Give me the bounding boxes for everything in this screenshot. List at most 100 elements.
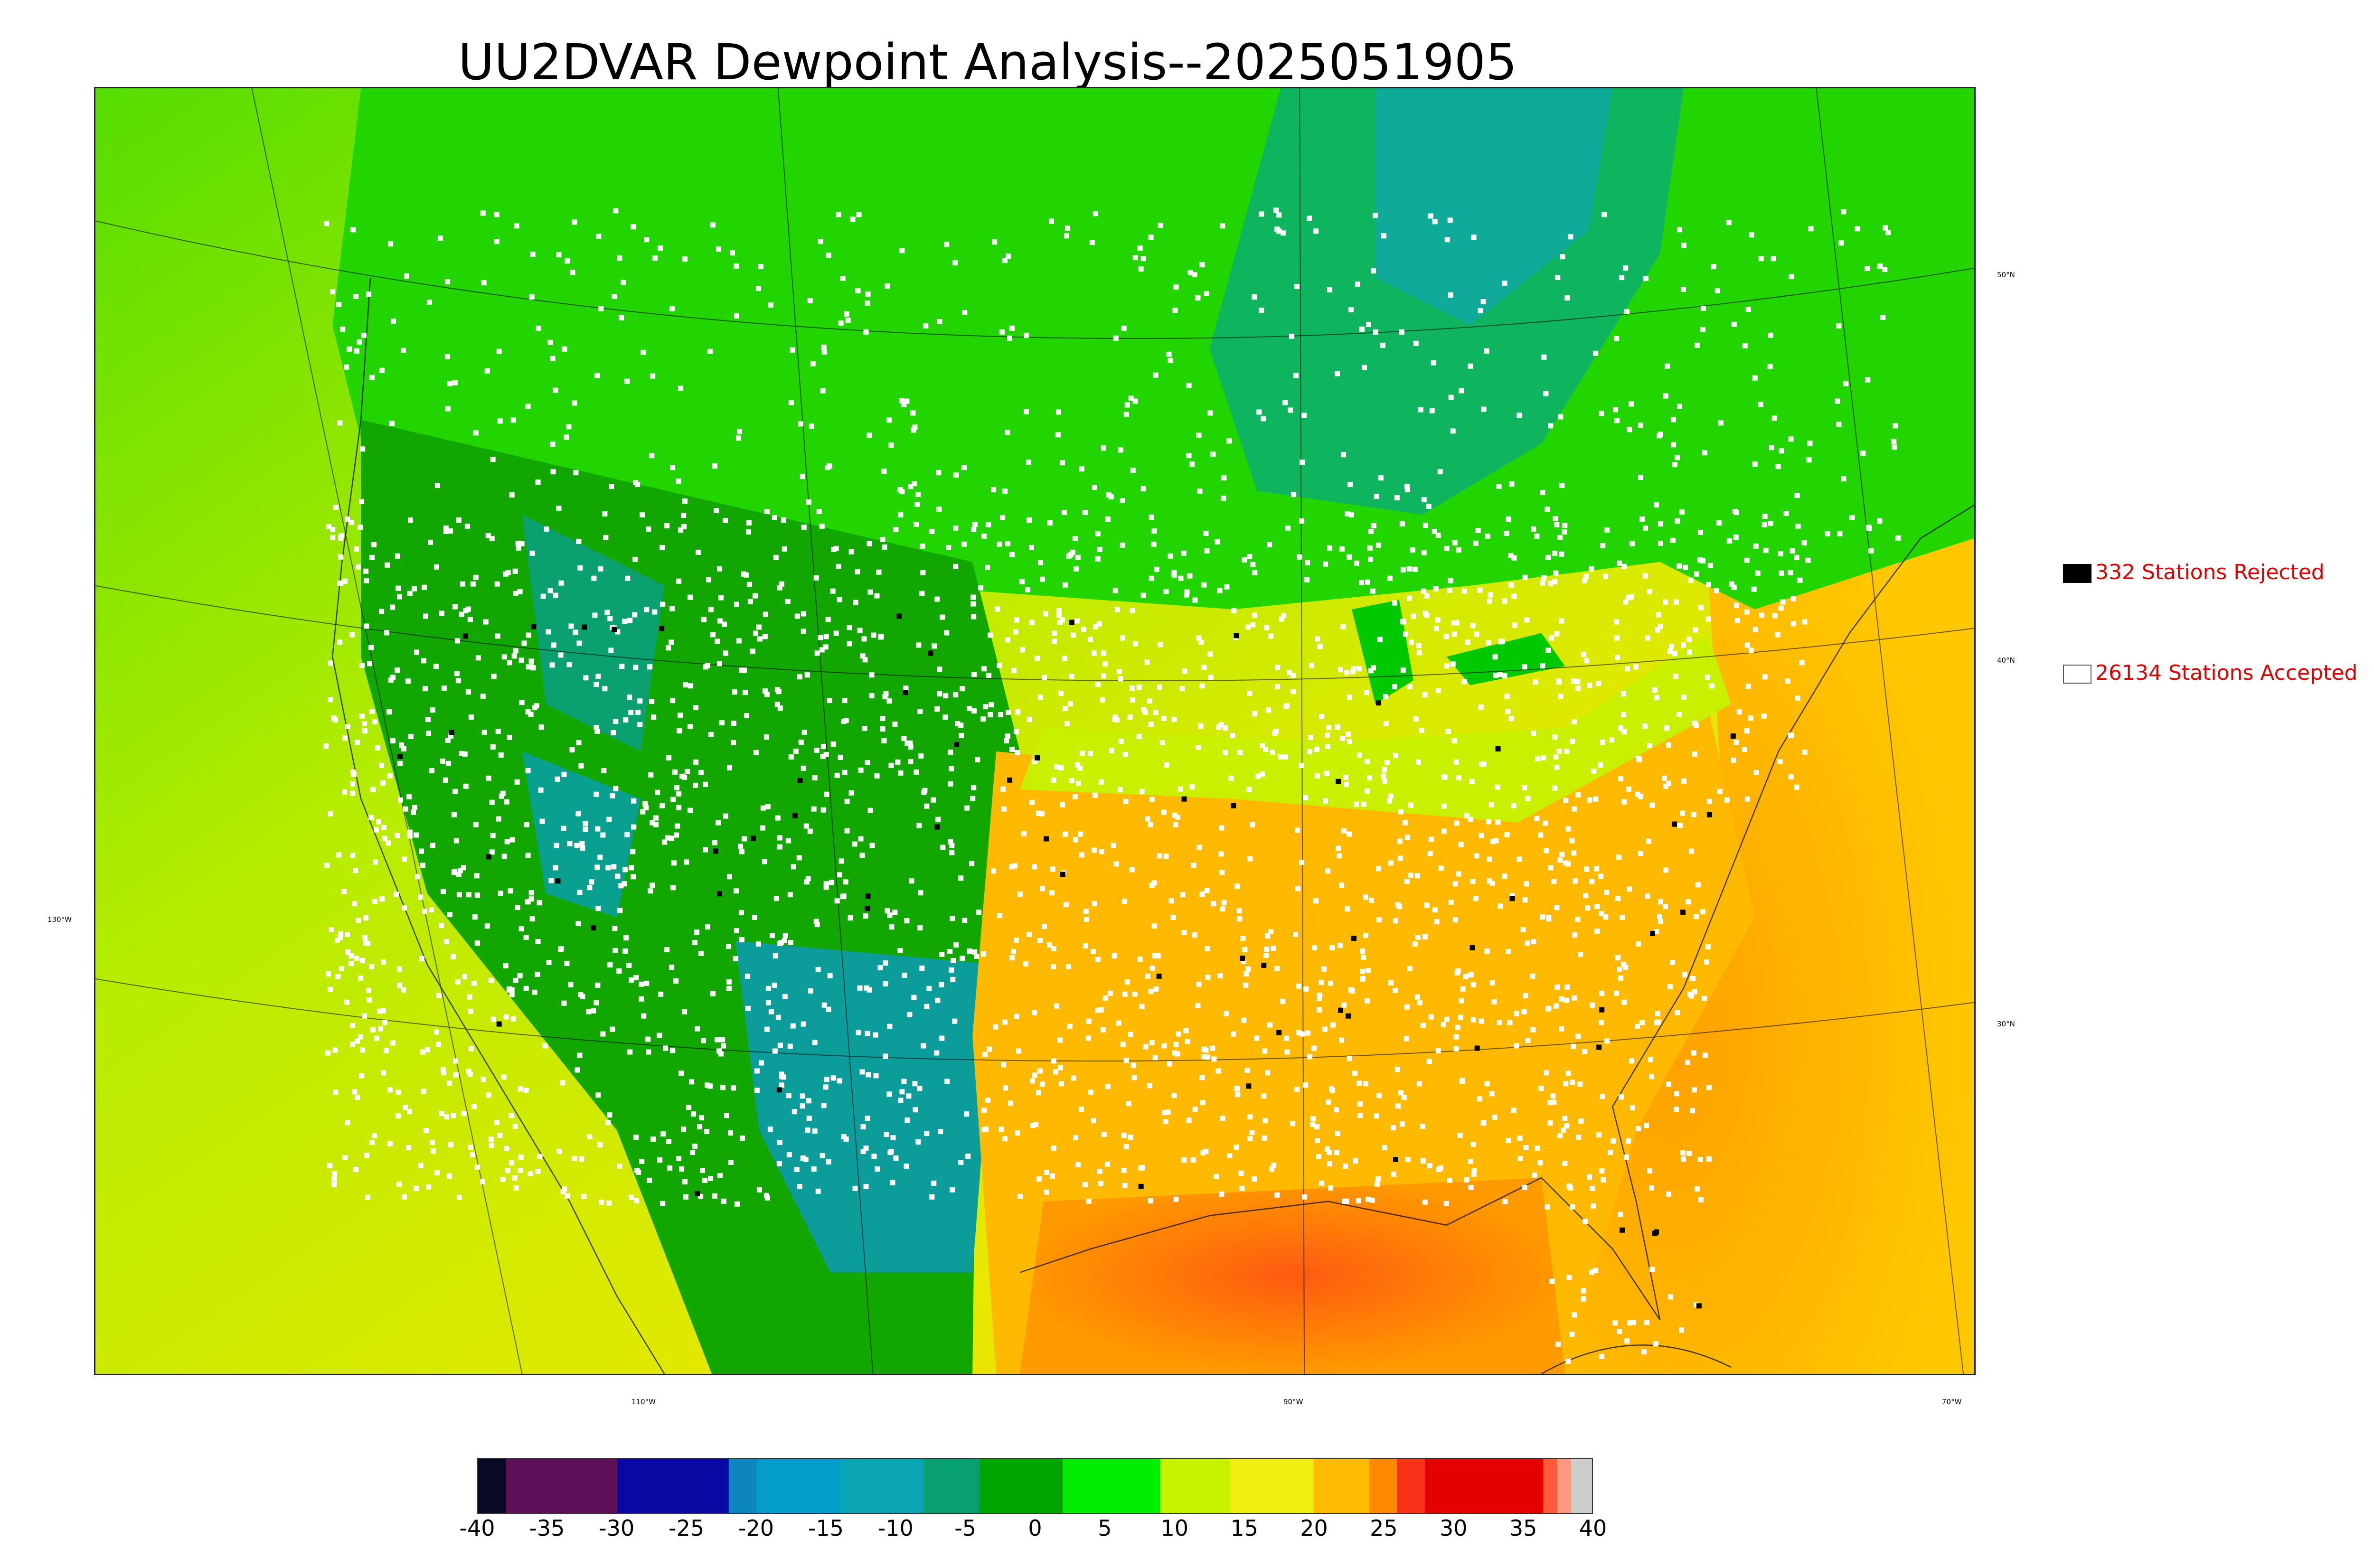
- station-marker: [1095, 556, 1101, 562]
- station-marker: [1621, 729, 1627, 734]
- station-marker: [1391, 1171, 1396, 1177]
- station-marker: [330, 526, 336, 532]
- colorbar-tick-label: 15: [1230, 1515, 1258, 1541]
- station-marker: [417, 894, 423, 900]
- station-marker: [898, 512, 904, 517]
- station-marker: [1153, 986, 1159, 992]
- station-marker: [359, 499, 365, 505]
- station-marker: [1382, 1145, 1387, 1151]
- station-marker: [1217, 973, 1223, 978]
- station-marker: [863, 913, 868, 919]
- station-marker: [1009, 552, 1015, 557]
- station-marker: [1460, 986, 1466, 992]
- station-marker: [600, 1031, 606, 1037]
- station-marker: [714, 508, 719, 514]
- station-marker: [1195, 295, 1201, 301]
- station-marker: [1032, 1010, 1037, 1015]
- station-marker: [1509, 893, 1515, 899]
- colorbar-tick-label: -30: [599, 1515, 635, 1541]
- station-marker: [1120, 542, 1125, 548]
- station-marker: [1637, 757, 1642, 762]
- station-marker: [1609, 737, 1615, 742]
- station-marker: [1348, 307, 1354, 312]
- station-marker-rejected: [954, 742, 960, 747]
- station-marker: [622, 948, 628, 954]
- station-marker: [764, 1195, 770, 1201]
- station-marker: [678, 1070, 684, 1076]
- station-marker: [842, 698, 848, 704]
- station-marker: [443, 528, 449, 534]
- station-marker: [1304, 577, 1310, 582]
- station-marker: [1388, 980, 1394, 986]
- station-marker: [683, 682, 688, 688]
- station-marker: [466, 892, 471, 898]
- station-marker: [1139, 789, 1145, 794]
- station-marker: [964, 1111, 970, 1117]
- rejected-label: 332 Stations Rejected: [2095, 560, 2325, 584]
- station-marker: [1731, 321, 1737, 327]
- station-marker: [812, 775, 818, 780]
- station-marker: [332, 1047, 338, 1053]
- station-marker: [1381, 767, 1387, 772]
- station-marker: [1679, 509, 1685, 515]
- station-marker: [934, 596, 940, 602]
- atlantic-field: [1541, 515, 1974, 1374]
- station-marker: [331, 715, 337, 721]
- station-marker: [796, 855, 802, 861]
- station-marker: [355, 739, 360, 745]
- station-marker: [1663, 393, 1668, 399]
- station-marker: [701, 1038, 707, 1043]
- station-marker: [888, 762, 894, 768]
- station-marker: [1507, 1020, 1513, 1025]
- station-marker: [801, 629, 806, 634]
- station-marker: [629, 977, 634, 983]
- station-marker: [991, 487, 997, 493]
- station-marker: [666, 1139, 672, 1145]
- station-marker: [1295, 886, 1301, 892]
- station-marker: [1308, 734, 1314, 740]
- station-marker: [991, 868, 997, 874]
- station-marker: [1656, 612, 1661, 618]
- station-marker: [337, 639, 343, 645]
- station-marker: [1271, 1162, 1277, 1168]
- station-marker: [1175, 1051, 1180, 1057]
- station-marker: [391, 318, 396, 324]
- station-marker: [460, 581, 465, 587]
- station-marker: [1310, 1122, 1316, 1127]
- station-marker: [617, 255, 622, 261]
- station-marker: [1413, 716, 1419, 722]
- station-marker: [936, 507, 942, 512]
- station-marker: [1481, 761, 1487, 767]
- accepted-swatch: [2063, 665, 2091, 684]
- station-marker: [481, 730, 487, 735]
- station-marker: [1262, 1136, 1267, 1141]
- station-marker: [468, 1008, 473, 1014]
- station-marker: [1260, 742, 1265, 748]
- station-marker: [772, 982, 777, 988]
- station-marker: [699, 1115, 705, 1121]
- station-marker: [1091, 650, 1097, 656]
- station-marker: [718, 1051, 724, 1057]
- station-marker: [1027, 717, 1033, 723]
- station-marker: [1559, 1026, 1564, 1032]
- station-marker: [1190, 1157, 1196, 1163]
- station-marker: [746, 582, 752, 587]
- station-marker: [1164, 762, 1169, 768]
- station-marker: [1559, 618, 1564, 624]
- station-marker: [1533, 679, 1538, 685]
- station-marker: [906, 1093, 912, 1099]
- station-marker: [1412, 566, 1418, 572]
- station-marker: [719, 720, 725, 726]
- station-marker: [1454, 620, 1460, 626]
- lat-label-30: 30°N: [1997, 1020, 2015, 1028]
- station-marker: [859, 1069, 865, 1075]
- station-marker: [1422, 692, 1428, 698]
- station-marker: [1087, 751, 1093, 756]
- station-marker: [775, 815, 781, 821]
- station-marker: [556, 506, 562, 511]
- station-marker: [1006, 710, 1011, 715]
- station-marker: [1176, 1031, 1181, 1037]
- station-marker: [715, 1037, 720, 1042]
- station-marker: [1790, 548, 1795, 554]
- station-marker: [510, 417, 516, 423]
